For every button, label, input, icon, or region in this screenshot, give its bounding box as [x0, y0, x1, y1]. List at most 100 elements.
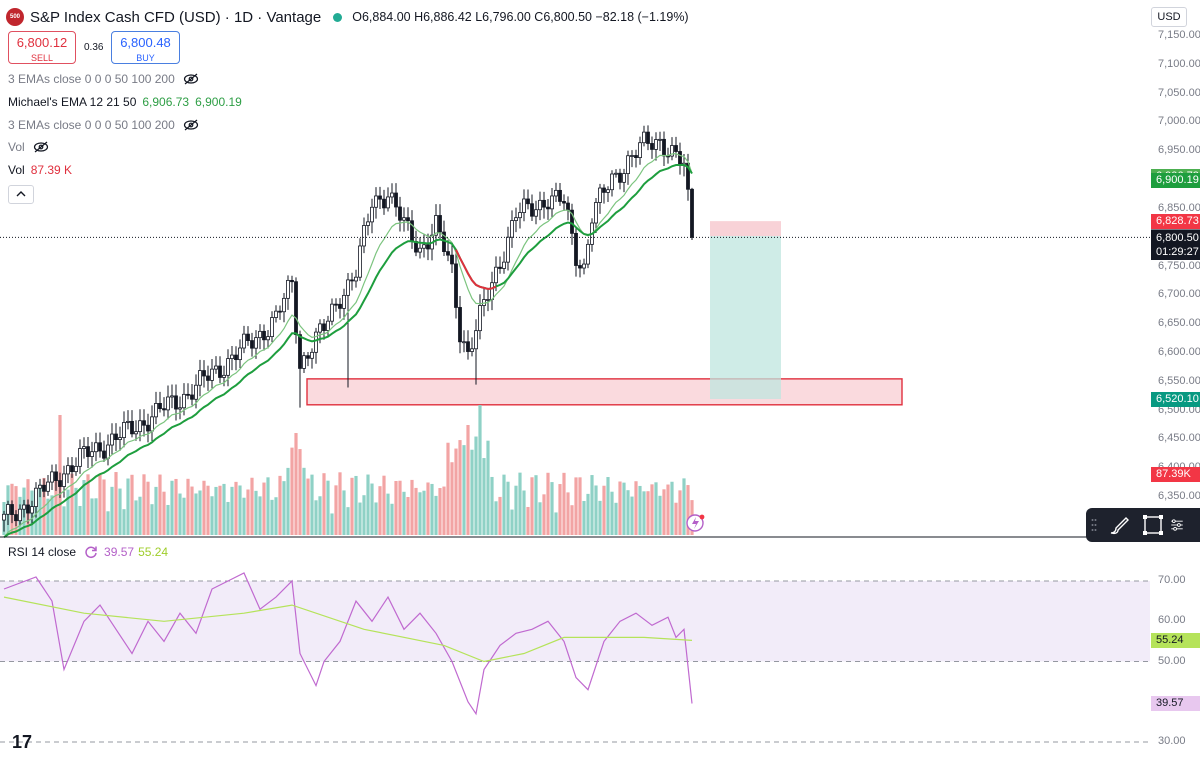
volume-bar — [82, 480, 86, 535]
candle — [314, 331, 318, 353]
buy-button[interactable]: 6,800.48 BUY — [111, 31, 180, 64]
volume-bar — [194, 493, 198, 535]
volume-bar — [382, 475, 386, 535]
market-open-dot — [333, 12, 343, 22]
support-zone — [306, 378, 903, 406]
candle — [454, 263, 458, 308]
candle — [258, 330, 262, 339]
brush-tool-icon[interactable] — [1102, 508, 1136, 542]
candle — [518, 212, 522, 219]
volume-bar — [130, 474, 134, 535]
volume-bar — [134, 500, 138, 535]
candle — [674, 145, 678, 152]
sell-button[interactable]: 6,800.12 SELL — [8, 31, 76, 64]
volume-bar — [402, 491, 406, 535]
candle — [262, 330, 266, 341]
volume-bar — [490, 476, 494, 535]
eye-hidden-icon[interactable] — [183, 73, 199, 85]
ema-cross-segment — [455, 249, 497, 291]
volume-bar — [354, 475, 358, 535]
rsi-tick-label: 50.00 — [1158, 654, 1186, 667]
candle — [14, 514, 18, 522]
indicator-vol-a[interactable]: Vol — [8, 140, 49, 154]
spread-value: 0.36 — [84, 42, 104, 53]
volume-value: 87.39 K — [30, 163, 73, 177]
candle — [50, 471, 54, 483]
candle — [186, 393, 190, 396]
volume-bar — [410, 479, 414, 535]
candle — [250, 340, 254, 349]
candle — [106, 444, 110, 459]
candle — [266, 336, 270, 341]
volume-bar — [394, 481, 398, 535]
candle — [594, 202, 598, 224]
michael-ema-value-1: 6,906.73 — [142, 95, 190, 109]
ema-lines — [3, 152, 693, 539]
refresh-icon[interactable] — [84, 545, 98, 559]
volume-bar — [618, 481, 622, 535]
candle — [322, 323, 326, 331]
candle — [406, 217, 410, 222]
volume-bar — [338, 472, 342, 535]
candle — [678, 151, 682, 166]
sell-label: SELL — [30, 53, 54, 63]
candle — [370, 206, 374, 223]
volume-bar — [278, 475, 282, 535]
candle — [102, 450, 106, 459]
candle — [438, 215, 442, 233]
collapse-legend-button[interactable] — [8, 185, 34, 204]
volume-bar — [290, 447, 294, 535]
candle — [418, 247, 422, 253]
volume-bar — [66, 489, 70, 535]
sp500-logo: 500 — [6, 8, 24, 26]
volume-bar — [470, 449, 474, 535]
indicator-michael-ema[interactable]: Michael's EMA 12 21 50 6,906.73 6,900.19 — [8, 95, 242, 109]
volume-bar — [390, 503, 394, 535]
symbol-title[interactable]: S&P Index Cash CFD (USD) · 1D · Vantage — [30, 8, 322, 26]
volume-bar — [254, 490, 258, 535]
volume-bar — [262, 482, 266, 535]
price-tick-label: 6,750.00 — [1158, 259, 1200, 272]
candle — [206, 375, 210, 381]
candle — [246, 333, 250, 341]
drag-handle-icon[interactable] — [1086, 508, 1102, 542]
price-tag: 6,800.50 01:29:27 — [1151, 230, 1200, 261]
chevron-up-icon — [16, 191, 26, 197]
volume-bar — [554, 512, 558, 535]
volume-bar — [322, 473, 326, 535]
volume-bar — [642, 491, 646, 535]
candle — [586, 243, 590, 265]
candle — [198, 370, 202, 386]
lightning-alert-icon[interactable] — [686, 514, 705, 532]
candle — [334, 303, 338, 306]
currency-selector[interactable]: USD — [1151, 7, 1187, 27]
rectangle-tool-icon[interactable] — [1136, 508, 1170, 542]
volume-bar — [498, 496, 502, 535]
settings-tool-icon[interactable] — [1170, 508, 1184, 542]
volume-bar — [606, 477, 610, 535]
stop-loss-area — [710, 221, 781, 237]
candle — [390, 192, 394, 198]
candle — [398, 206, 402, 221]
volume-bar — [622, 482, 626, 535]
candle — [70, 465, 74, 473]
eye-hidden-icon[interactable] — [183, 119, 199, 131]
indicator-vol-b[interactable]: Vol 87.39 K — [8, 163, 72, 177]
rsi-legend[interactable]: RSI 14 close 39.57 55.24 — [8, 545, 168, 559]
indicator-ema-b[interactable]: 3 EMAs close 0 0 0 50 100 200 — [8, 118, 199, 132]
eye-hidden-icon[interactable] — [33, 141, 49, 153]
volume-bar — [222, 483, 226, 535]
candle — [134, 431, 138, 435]
candle — [534, 209, 538, 217]
candle — [194, 384, 198, 400]
candle — [18, 508, 22, 522]
volume-bar — [102, 479, 106, 535]
volume-bar — [274, 497, 278, 535]
volume-bar — [226, 501, 230, 535]
candle — [126, 420, 130, 423]
rsi-ma-value: 55.24 — [138, 545, 169, 559]
indicator-ema-a[interactable]: 3 EMAs close 0 0 0 50 100 200 — [8, 72, 199, 86]
drawing-toolbar[interactable] — [1086, 508, 1200, 542]
volume-bar — [406, 497, 410, 535]
